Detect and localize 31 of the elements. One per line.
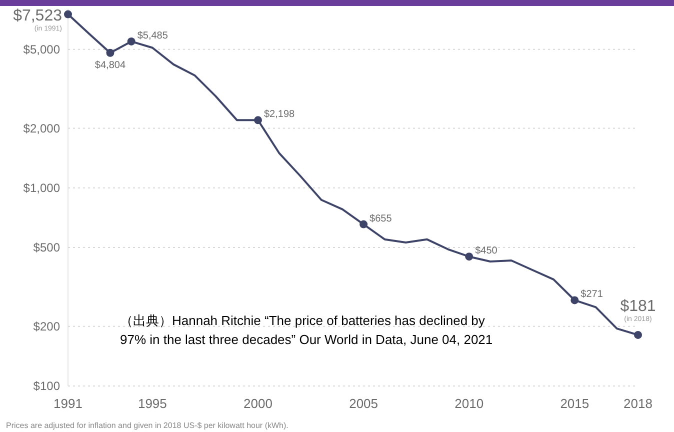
y-tick-label: $1,000	[23, 180, 60, 195]
data-label: $2,198	[264, 109, 296, 120]
data-label: $655	[370, 213, 392, 224]
y-tick-label: $5,000	[23, 42, 60, 56]
y-tick-label: $500	[33, 240, 60, 255]
point	[360, 220, 368, 228]
x-tick-label: 2010	[454, 396, 484, 411]
data-label: $7,523	[13, 7, 62, 24]
x-tick-label: 1991	[54, 396, 82, 411]
data-label: $4,804	[94, 60, 126, 71]
x-tick-label: 2005	[349, 396, 378, 411]
y-tick-label: $100	[33, 379, 60, 393]
point	[127, 37, 136, 46]
x-tick-label: 2000	[244, 396, 272, 411]
data-label: $5,485	[137, 30, 168, 42]
y-tick-label: $2,000	[23, 121, 60, 136]
point	[254, 116, 262, 124]
point	[106, 48, 114, 57]
point	[465, 252, 474, 261]
data-label: $271	[580, 289, 604, 300]
annotation: （出典）Hannah Ritchie “The price of batteries has declined by 97% in the last three decades” Our World in Data, June 04, 2021	[120, 313, 493, 347]
y-tick-label: $200	[33, 319, 60, 334]
x-tick-label: 2018	[624, 396, 652, 411]
data-label: $181	[620, 298, 656, 315]
point	[634, 330, 642, 339]
x-tick-label: 2015	[560, 396, 590, 411]
point	[64, 10, 72, 18]
data-label: $450	[475, 246, 498, 257]
x-tick-label: 1995	[138, 396, 167, 411]
text: Prices are adjusted for inflation and given in 2018 US-$ per kilowatt hour (kWh).	[6, 421, 288, 430]
point	[570, 296, 579, 304]
